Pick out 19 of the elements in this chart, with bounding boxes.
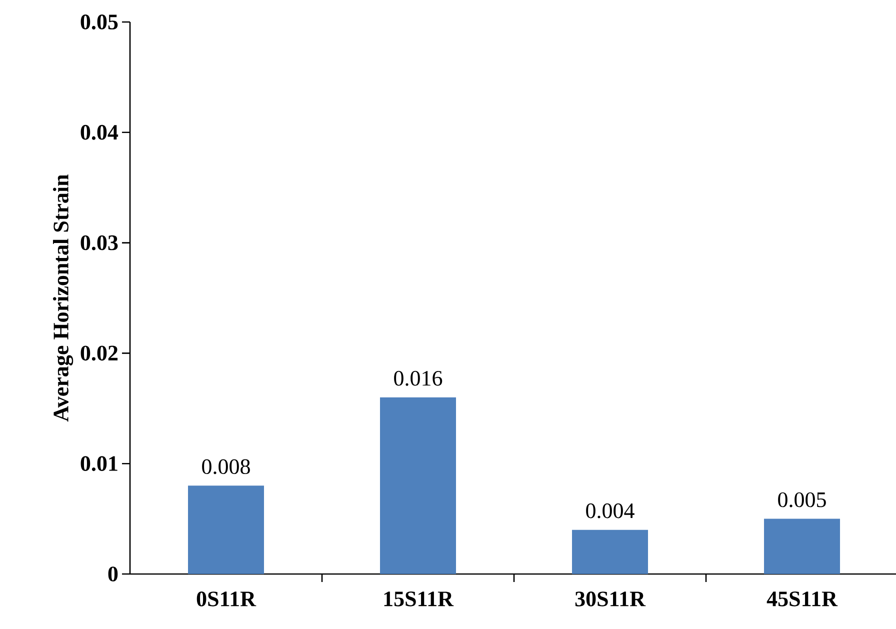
y-axis-title: Average Horizontal Strain	[52, 174, 74, 422]
y-tick-label: 0.05	[80, 14, 118, 30]
data-label: 0.016	[394, 370, 442, 386]
x-tick-label: 45S11R	[766, 592, 838, 606]
bar	[380, 397, 456, 574]
y-tick-label: 0.02	[80, 346, 118, 361]
bar	[188, 486, 264, 574]
x-tick-label: 30S11R	[575, 592, 646, 606]
y-tick-label: 0.04	[80, 124, 118, 140]
x-tick-label: 0S11R	[196, 592, 256, 606]
data-label: 0.008	[202, 459, 250, 474]
y-tick-label: 0	[108, 566, 118, 582]
data-label: 0.004	[586, 503, 634, 518]
x-tick-label: 15S11R	[384, 592, 454, 606]
data-label: 0.005	[778, 492, 826, 508]
y-tick-label: 0.03	[80, 235, 118, 250]
bar	[572, 530, 648, 574]
y-tick-label: 0.01	[80, 456, 118, 472]
bar	[764, 518, 840, 574]
